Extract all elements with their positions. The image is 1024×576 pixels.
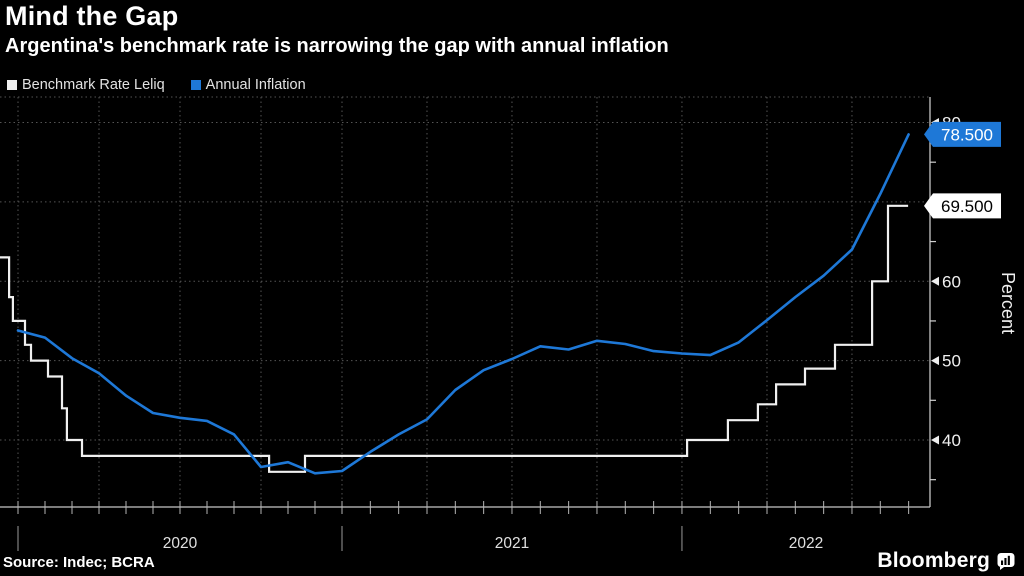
svg-text:Percent: Percent (998, 272, 1018, 334)
month-ticks (17, 501, 910, 514)
legend-item-label: Benchmark Rate Leliq (22, 77, 165, 93)
benchmark-series-line (0, 204, 909, 473)
bloomberg-chart-icon (997, 553, 1015, 570)
legend-item-label: Annual Inflation (205, 77, 306, 93)
y-minor-ticks (930, 161, 936, 481)
inflation-series-line (16, 133, 910, 475)
page-subtitle: Argentina's benchmark rate is narrowing … (5, 35, 669, 57)
svg-text:40: 40 (942, 431, 961, 450)
inflation-swatch-icon (190, 80, 201, 90)
legend: Benchmark Rate Leliq Annual Inflation (7, 77, 306, 93)
svg-text:2022: 2022 (789, 535, 823, 552)
svg-text:2021: 2021 (495, 535, 529, 552)
year-labels: 2020 2021 2022 (163, 535, 823, 552)
benchmark-swatch-icon (7, 80, 17, 90)
y-tick-arrows (931, 118, 939, 445)
svg-text:69.500: 69.500 (941, 197, 993, 216)
bloomberg-wordmark: Bloomberg (877, 549, 990, 572)
year-separators (17, 526, 683, 551)
bloomberg-logo: Bloomberg (877, 549, 1016, 573)
page-title: Mind the Gap (5, 1, 179, 31)
y-gridlines (0, 96, 930, 441)
svg-text:50: 50 (942, 352, 961, 371)
legend-item-inflation: Annual Inflation (190, 77, 306, 93)
end-badge-inflation: 78.500 (924, 121, 1001, 147)
svg-text:78.500: 78.500 (941, 125, 993, 144)
end-badge-benchmark: 69.500 (924, 193, 1001, 219)
x-gridlines (17, 97, 853, 507)
legend-item-benchmark: Benchmark Rate Leliq (7, 77, 165, 93)
percent-axis-label: Percent (998, 272, 1018, 334)
source-note: Source: Indec; BCRA (3, 554, 155, 571)
y-tick-labels: 4050607080 (942, 114, 961, 451)
svg-text:60: 60 (942, 272, 961, 291)
svg-text:2020: 2020 (163, 535, 198, 552)
